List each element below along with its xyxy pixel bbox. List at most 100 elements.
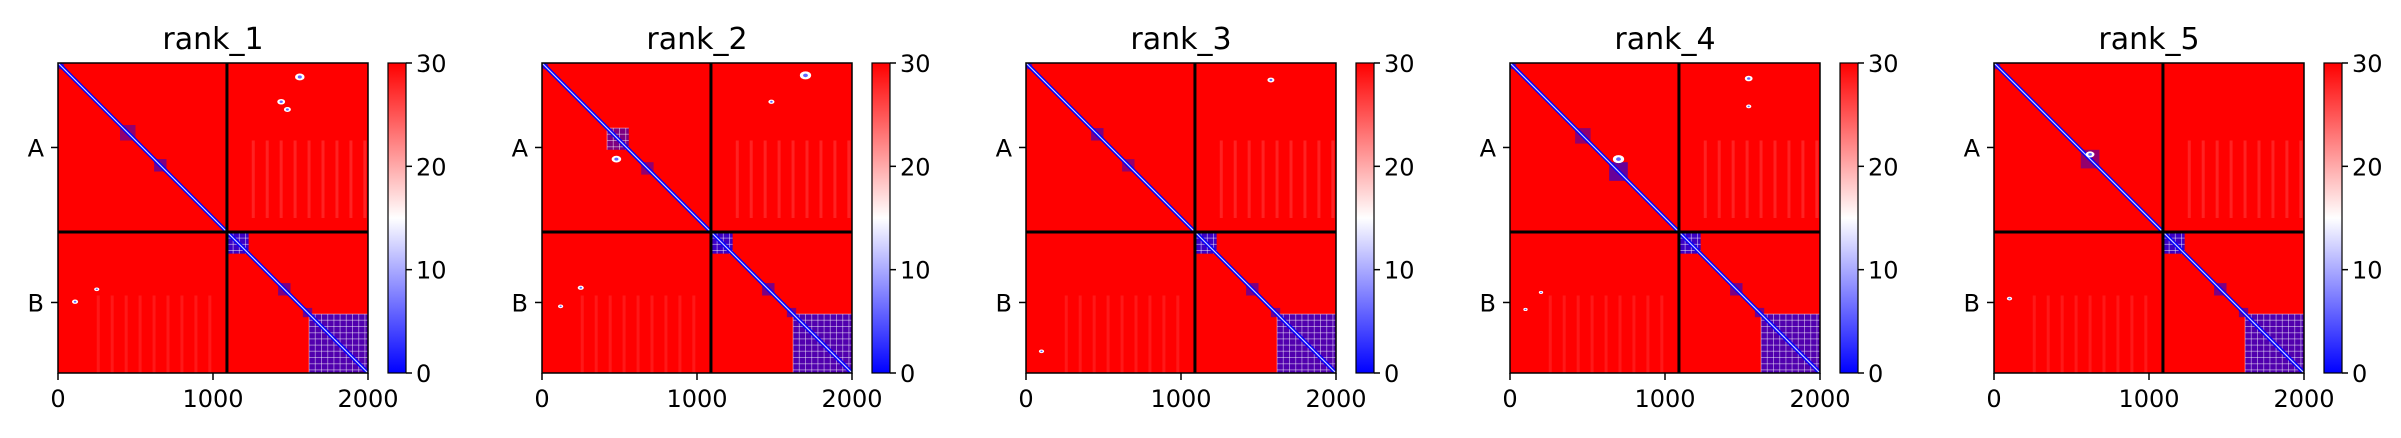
texture-stripe [2187,140,2191,218]
colorbar-tick-label: 0 [900,360,915,388]
texture-stripe [1646,295,1650,373]
colorbar-tick-label: 10 [1384,257,1415,285]
panel-title: rank_4 [1614,22,1715,57]
y-tick-label: B [28,289,44,317]
colorbar-tick-label: 20 [1868,153,1899,181]
texture-stripe [2102,295,2106,373]
texture-stripe [1562,295,1566,373]
contact-spot-core [73,300,77,303]
x-tick-label: 1000 [182,385,243,413]
colorbar-tick-label: 20 [416,153,447,181]
x-tick-label: 1000 [1150,385,1211,413]
contact-spot-core [803,73,808,78]
texture-stripe [2215,140,2219,218]
texture-stripe [2032,295,2036,373]
texture-stripe [2257,140,2261,218]
main-diagonal-highlight [542,63,852,373]
colorbar-tick-label: 0 [1868,360,1883,388]
x-tick-label: 2000 [821,385,882,413]
texture-stripe [180,295,184,373]
texture-stripe [349,140,353,218]
x-tick-label: 2000 [2273,385,2334,413]
colorbar-tick-label: 20 [900,153,931,181]
texture-stripe [307,140,311,218]
texture-stripe [791,140,795,218]
texture-stripe [847,140,851,218]
contact-spot-core [95,288,98,291]
contact-spot-core [1747,105,1750,108]
colorbar-tick-label: 0 [2352,360,2367,388]
x-tick-label: 1000 [1634,385,1695,413]
texture-stripe [1233,140,1237,218]
texture-stripe [1548,295,1552,373]
panel-title: rank_5 [2098,22,2199,57]
contact-spot-core [1747,77,1751,80]
texture-stripe [2074,295,2078,373]
texture-stripe [2229,140,2233,218]
texture-stripe [833,140,837,218]
texture-stripe [1275,140,1279,218]
x-tick-label: 2000 [1789,385,1850,413]
texture-stripe [1078,295,1082,373]
main-diagonal-highlight [1026,63,1336,373]
panel-title: rank_3 [1130,22,1231,57]
texture-stripe [1176,295,1180,373]
texture-stripe [1247,140,1251,218]
texture-stripe [1717,140,1721,218]
texture-stripe [335,140,339,218]
texture-stripe [152,295,156,373]
texture-stripe [622,295,626,373]
texture-stripe [2130,295,2134,373]
x-tick-label: 0 [534,385,549,413]
contact-spot-core [2088,153,2092,156]
contact-spot-core [297,75,302,79]
colorbar-tick-label: 10 [1868,257,1899,285]
texture-stripe [1261,140,1265,218]
texture-stripe [1148,295,1152,373]
heatmap-area [1026,63,1336,373]
contact-spot-core [1040,350,1043,353]
y-tick-label: A [28,134,45,162]
contact-spot-core [2008,297,2011,300]
texture-stripe [321,140,325,218]
texture-stripe [1331,140,1335,218]
texture-stripe [2299,140,2303,218]
main-diagonal-highlight [58,63,368,373]
contact-spot-core [579,286,583,289]
heatmap-panel: rank_1 0 1000 2000 A B 0 10 20 30 [28,22,447,413]
texture-stripe [279,140,283,218]
texture-stripe [2201,140,2205,218]
texture-stripe [2060,295,2064,373]
texture-stripe [251,140,255,218]
x-tick-label: 0 [50,385,65,413]
texture-stripe [580,295,584,373]
contact-spot-core [1524,308,1527,311]
contact-spot-core [279,100,283,104]
colorbar-tick-label: 30 [416,50,447,78]
colorbar-tick-label: 10 [900,257,931,285]
y-tick-label: B [1964,289,1980,317]
texture-stripe [749,140,753,218]
x-tick-label: 1000 [666,385,727,413]
colorbar [1355,62,1375,374]
texture-stripe [1590,295,1594,373]
heatmap-area [1994,63,2304,373]
texture-stripe [1801,140,1805,218]
texture-stripe [1092,295,1096,373]
texture-stripe [650,295,654,373]
contact-spot-core [1269,78,1273,82]
y-tick-label: A [512,134,529,162]
colorbar [2323,62,2343,374]
texture-stripe [608,295,612,373]
texture-stripe [2088,295,2092,373]
texture-stripe [363,140,367,218]
texture-stripe [692,295,696,373]
texture-stripe [777,140,781,218]
main-diagonal-highlight [1994,63,2304,373]
x-tick-label: 2000 [1305,385,1366,413]
texture-stripe [1632,295,1636,373]
texture-stripe [1120,295,1124,373]
texture-stripe [1289,140,1293,218]
texture-stripe [2144,295,2148,373]
